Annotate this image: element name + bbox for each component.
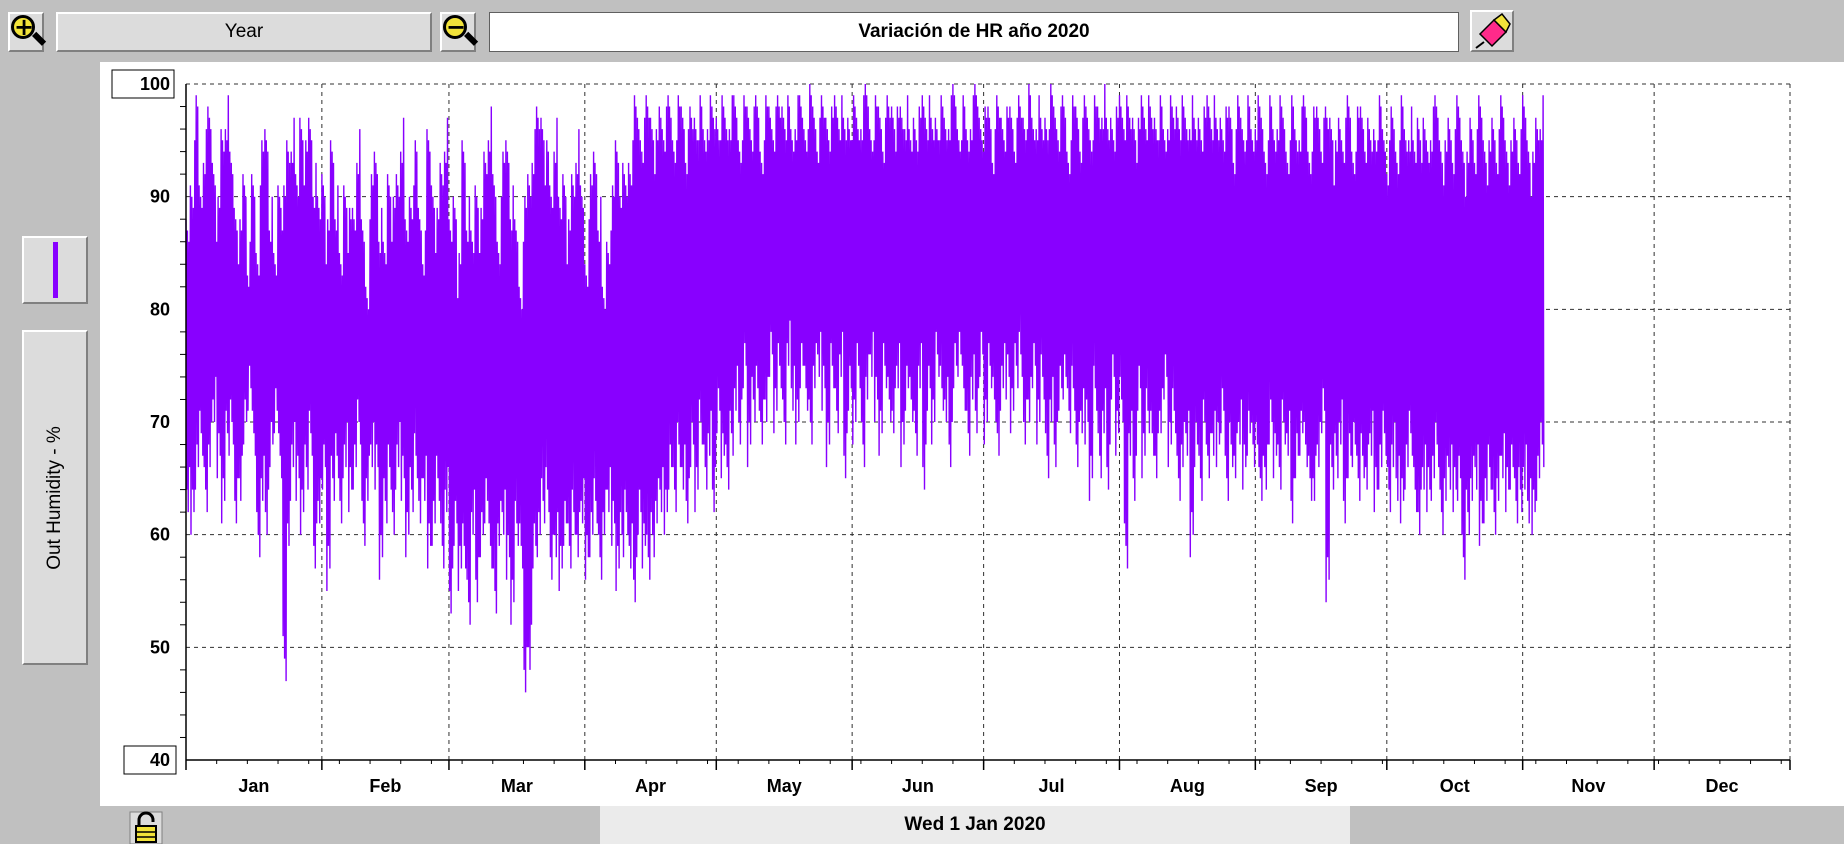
axes: 40 50 60 70 80 90 100 Jan Feb Mar Apr May Jun Jul Aug S… (111, 69, 1791, 796)
series-out-humidity (185, 83, 1545, 693)
x-tick-label: Feb (369, 776, 401, 796)
x-tick-label: Mar (501, 776, 533, 796)
lock-icon (129, 811, 163, 844)
y-tick-label: 100 (140, 74, 170, 94)
zoom-in-icon: + (10, 14, 47, 50)
y-tick-label: 90 (150, 187, 170, 207)
y-range-box (123, 745, 177, 775)
zoom-in-button[interactable]: + (8, 12, 47, 52)
x-tick-label: Dec (1706, 776, 1739, 796)
x-tick-label: Jan (238, 776, 269, 796)
x-tick-label: Sep (1305, 776, 1338, 796)
x-tick-label: Aug (1170, 776, 1205, 796)
x-tick-label: Oct (1440, 776, 1470, 796)
y-tick-label: 40 (150, 750, 170, 770)
y-tick-label: 50 (150, 637, 170, 657)
date-field[interactable]: Wed 1 Jan 2020 (600, 806, 1350, 844)
chart-title: Variación de HR año 2020 (858, 21, 1090, 42)
series-swatch (52, 242, 58, 298)
chart-title-field[interactable]: Variación de HR año 2020 (489, 12, 1459, 52)
clear-button[interactable] (1470, 10, 1514, 52)
y-tick-label: 60 (150, 525, 170, 545)
x-tick-label: Nov (1571, 776, 1605, 796)
period-label: Year (224, 21, 264, 42)
series-legend-button[interactable] (22, 236, 88, 304)
x-tick-label: Apr (635, 776, 666, 796)
y-range-box (111, 69, 175, 99)
zoom-out-icon: − (442, 14, 479, 50)
lock-button[interactable] (128, 810, 164, 844)
period-selector[interactable]: Year (56, 12, 432, 52)
y-tick-label: 70 (150, 412, 170, 432)
current-date: Wed 1 Jan 2020 (904, 814, 1046, 835)
series-line (185, 83, 1545, 693)
axis-label-button[interactable]: Out Humidity - % (22, 330, 88, 665)
zoom-out-button[interactable]: − (440, 12, 479, 52)
x-tick-label: Jul (1039, 776, 1065, 796)
eraser-icon (1475, 12, 1511, 49)
y-tick-label: 80 (150, 299, 170, 319)
x-tick-label: Jun (902, 776, 934, 796)
x-tick-label: May (767, 776, 802, 796)
